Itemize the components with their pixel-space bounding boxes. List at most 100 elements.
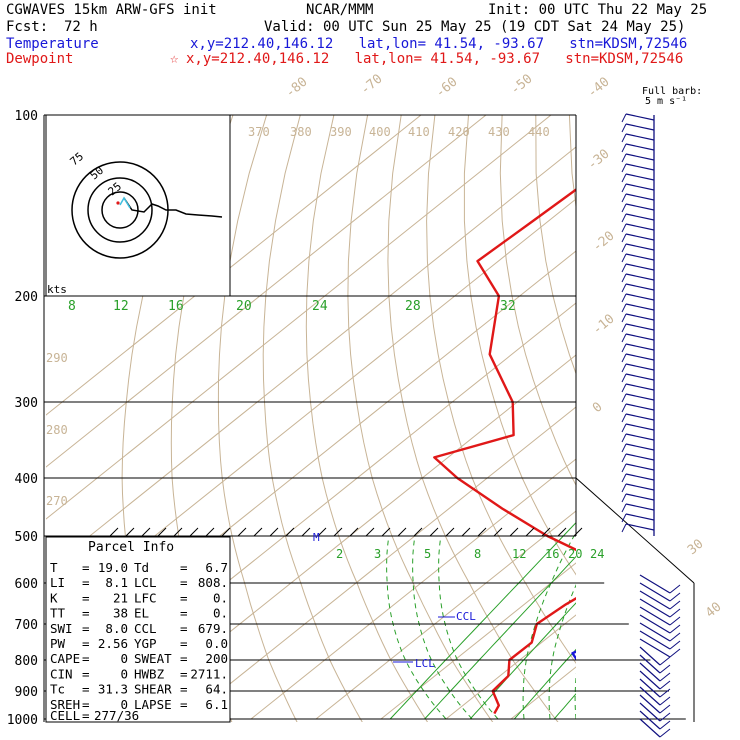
parcel-value: 21 — [113, 590, 128, 605]
isotherm-line — [250, 458, 576, 720]
parcel-equals: = — [180, 621, 188, 636]
moist-adiabat-line — [627, 536, 678, 719]
barb-key-title: Full barb: — [642, 86, 702, 97]
wind-barb — [621, 353, 627, 363]
freezing-hatch — [365, 527, 375, 537]
pressure-tick-label: 100 — [15, 109, 38, 124]
parcel-row: PW = 2.56 YGP = 0.0 — [50, 636, 228, 651]
wind-barb — [625, 383, 655, 391]
parcel-value: 0 — [120, 651, 128, 666]
parcel-value: 2711. — [190, 666, 228, 681]
cell-equals: = — [82, 708, 90, 723]
dry-adiabat-line — [217, 115, 298, 722]
wind-barb — [621, 143, 627, 153]
wind-barb — [621, 173, 627, 183]
freezing-hatch — [349, 527, 359, 537]
mixing-ratio-line — [553, 693, 576, 720]
parcel-value: 6.7 — [205, 560, 228, 575]
parcel-label: K — [50, 590, 58, 605]
pressure-tick-label: 700 — [15, 618, 38, 633]
mixing-ratio-label: 5 — [424, 547, 431, 561]
wind-barb — [625, 423, 655, 431]
parcel-value: 8.1 — [105, 575, 128, 590]
wind-barb — [621, 233, 627, 243]
wind-barb — [669, 616, 681, 626]
mixing-ratio-label: 20 — [236, 299, 252, 314]
wind-barb — [621, 423, 627, 433]
valid-time: Valid: 00 UTC Sun 25 May 25 (19 CDT Sat … — [264, 19, 686, 35]
wind-barb — [639, 670, 661, 690]
isotherm-line — [575, 718, 576, 719]
mixing-ratio-label: 3 — [374, 547, 381, 561]
ccl-label: CCL — [456, 610, 476, 623]
dewpoint-legend: Dewpoint — [6, 51, 74, 67]
isotherm-line — [46, 115, 487, 468]
parcel-row: SREH = 0 LAPSE = 6.1 — [50, 697, 228, 712]
pressure-tick-label: 200 — [15, 290, 38, 305]
freezing-hatch — [573, 527, 583, 537]
wind-barb — [621, 123, 627, 133]
wind-barb — [625, 273, 655, 281]
wind-barb — [625, 223, 655, 231]
wind-barb — [625, 233, 655, 241]
moist-adiabat-line — [548, 584, 576, 720]
wind-barb — [621, 333, 627, 343]
wind-barb — [669, 640, 681, 650]
wind-barb — [669, 648, 681, 658]
wind-barb — [625, 523, 655, 531]
wind-barb — [621, 503, 627, 513]
parcel-value: 0 — [120, 697, 128, 712]
mixing-ratio-label: 2 — [336, 547, 343, 561]
wind-barb — [669, 624, 681, 634]
isotherm-label: 40 — [703, 600, 725, 622]
parcel-equals: = — [82, 651, 90, 666]
freezing-hatch — [269, 527, 279, 537]
wind-barb — [621, 363, 627, 373]
wind-barb — [659, 680, 671, 690]
wind-barb — [625, 323, 655, 331]
org-label: NCAR/MMM — [306, 2, 374, 18]
model-title: CGWAVES 15km ARW-GFS init — [6, 2, 217, 18]
freezing-hatch — [173, 527, 183, 537]
wind-barb — [621, 153, 627, 163]
isotherm-label: -50 — [508, 71, 536, 98]
parcel-equals: = — [180, 666, 188, 681]
mixing-ratio-label: 16 — [168, 299, 184, 314]
hodograph-trace — [123, 197, 223, 218]
hodograph-ring — [101, 191, 139, 229]
wind-barb — [625, 173, 655, 181]
dry-adiabat-label: 400 — [369, 125, 391, 139]
parcel-value: 8.0 — [105, 621, 128, 636]
freezing-hatch — [157, 527, 167, 537]
temperature-station-info: x,y=212.40,146.12 lat,lon= 41.54, -93.67… — [190, 36, 688, 52]
wind-barb — [621, 183, 627, 193]
parcel-row: TT = 38 EL = 0. — [50, 606, 228, 621]
wind-barb — [621, 263, 627, 273]
freezing-hatch — [237, 527, 247, 537]
wind-barb — [621, 223, 627, 233]
dry-adiabat-label: 390 — [330, 125, 352, 139]
isotherm-line — [380, 562, 576, 720]
freezing-hatch — [109, 527, 119, 537]
freezing-hatch — [317, 527, 327, 537]
pressure-tick-label: 900 — [15, 685, 38, 700]
wind-barb — [659, 672, 671, 682]
wind-barb — [621, 163, 627, 173]
barb-key-units: 5 m s⁻¹ — [645, 96, 687, 107]
isotherm-line — [46, 146, 576, 572]
freezing-hatch — [461, 527, 471, 537]
isotherm-label: -40 — [585, 74, 613, 101]
wind-barb — [669, 584, 681, 594]
parcel-label: CIN — [50, 666, 73, 681]
parcel-label: TT — [50, 606, 66, 621]
parcel-value: 808. — [198, 575, 228, 590]
freezing-hatch — [205, 527, 215, 537]
dewpoint-profile — [433, 188, 576, 715]
isotherm-line — [315, 510, 576, 720]
freezing-hatch — [477, 527, 487, 537]
parcel-value: 200 — [205, 651, 228, 666]
dewpoint-star-icon: ☆ — [170, 51, 179, 67]
parcel-label: LI — [50, 575, 65, 590]
forecast-label: Fcst: — [6, 19, 49, 35]
parcel-equals: = — [180, 651, 188, 666]
